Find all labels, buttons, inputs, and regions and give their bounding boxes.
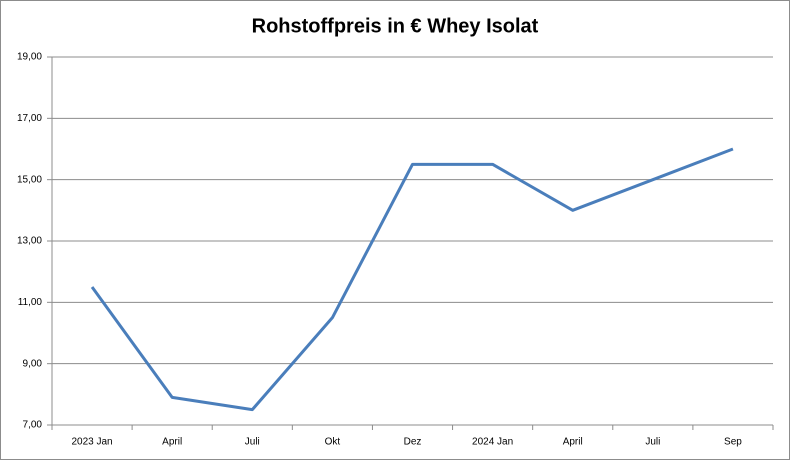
x-tick-label: April <box>162 437 182 448</box>
x-tick-label: Okt <box>325 437 341 448</box>
y-tick-label: 7,00 <box>23 420 43 431</box>
line-series <box>90 147 734 412</box>
x-tick-label: Juli <box>645 437 660 448</box>
x-tick-label: April <box>563 437 583 448</box>
x-tick-label: Dez <box>404 437 422 448</box>
y-tick-label: 13,00 <box>17 236 42 247</box>
x-tick-label: Juli <box>245 437 260 448</box>
y-tick-label: 19,00 <box>17 52 42 63</box>
chart-title: Rohstoffpreis in € Whey Isolat <box>252 15 539 37</box>
y-tick-label: 17,00 <box>17 113 42 124</box>
y-tick-label: 15,00 <box>17 174 42 185</box>
x-tick-label: Sep <box>724 437 742 448</box>
x-tick-label: 2024 Jan <box>472 437 513 448</box>
x-tick-label: 2023 Jan <box>71 437 112 448</box>
y-tick-label: 11,00 <box>18 297 43 308</box>
y-tick-label: 9,00 <box>23 358 43 369</box>
